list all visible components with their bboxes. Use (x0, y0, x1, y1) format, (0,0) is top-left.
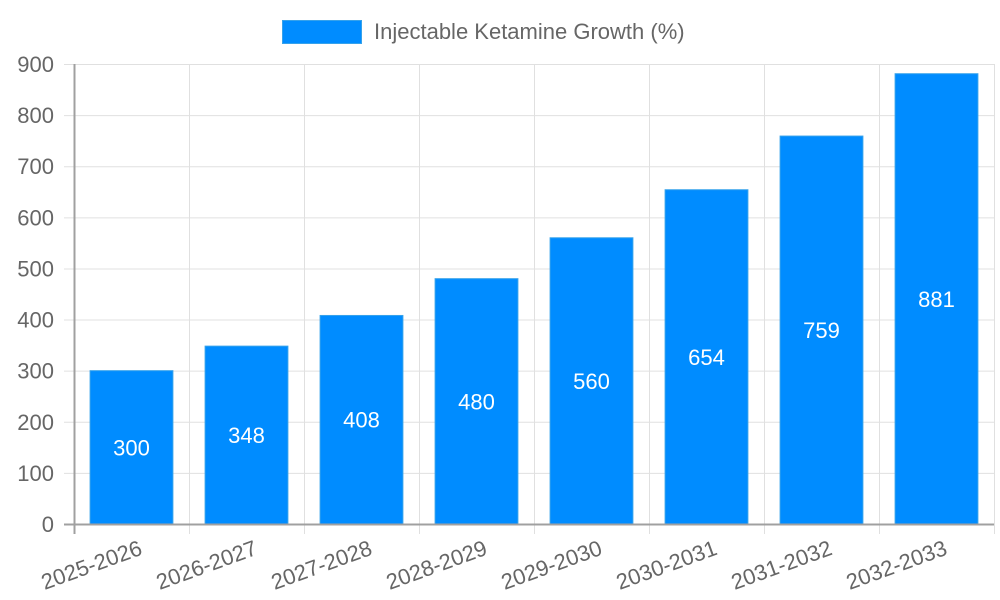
data-label: 759 (803, 318, 840, 343)
y-tick-label: 600 (17, 205, 54, 230)
y-tick-label: 100 (17, 461, 54, 486)
bar (434, 278, 519, 525)
data-label: 348 (228, 423, 265, 448)
bar (664, 189, 749, 525)
y-tick-label: 700 (17, 154, 54, 179)
bar (894, 73, 979, 525)
bar (779, 135, 864, 525)
bars (89, 73, 979, 525)
x-tick-label: 2028-2029 (383, 535, 490, 594)
y-tick-label: 400 (17, 308, 54, 333)
y-tick-label: 500 (17, 256, 54, 281)
data-label: 408 (343, 408, 380, 433)
x-tick-label: 2032-2033 (843, 535, 950, 594)
x-tick-label: 2025-2026 (38, 535, 145, 594)
chart-legend[interactable]: Injectable Ketamine Growth (%) (282, 19, 685, 45)
bar (204, 345, 289, 525)
data-label: 480 (458, 389, 495, 414)
y-tick-label: 200 (17, 410, 54, 435)
data-label: 560 (573, 369, 610, 394)
axes (64, 64, 994, 534)
bar (89, 370, 174, 525)
y-tick-label: 800 (17, 103, 54, 128)
data-label: 300 (113, 435, 150, 460)
x-tick-label: 2031-2032 (728, 535, 835, 594)
x-tick-label: 2027-2028 (268, 535, 375, 594)
legend-swatch (282, 20, 362, 44)
y-tick-label: 0 (42, 512, 54, 537)
x-tick-label: 2030-2031 (613, 535, 720, 594)
y-tick-label: 900 (17, 52, 54, 77)
data-label: 654 (688, 345, 725, 370)
x-axis-labels: 2025-2026 2026-2027 2027-2028 2028-2029 2029… (38, 535, 950, 594)
y-tick-label: 300 (17, 359, 54, 384)
x-tick-label: 2029-2030 (498, 535, 605, 594)
legend-label: Injectable Ketamine Growth (%) (374, 19, 685, 44)
data-label: 881 (918, 287, 955, 312)
y-axis-labels: 0 100 200 300 400 500 600 700 800 900 (17, 52, 54, 537)
x-tick-label: 2026-2027 (153, 535, 260, 594)
bar (319, 314, 404, 525)
data-labels: 300 348 408 480 560 654 759 881 (113, 287, 955, 460)
